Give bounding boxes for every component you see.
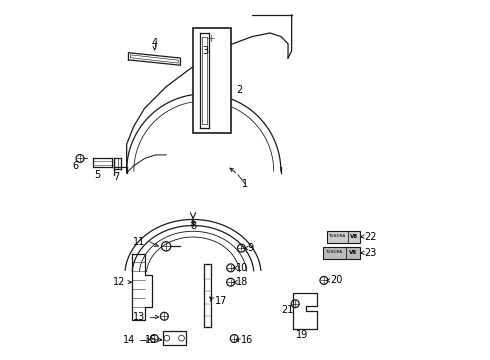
Text: 23: 23 <box>364 248 376 258</box>
Text: TUNDRA: TUNDRA <box>325 250 342 254</box>
Text: 10: 10 <box>236 263 248 273</box>
Text: 7: 7 <box>113 172 119 182</box>
Text: 22: 22 <box>364 232 376 242</box>
Text: 13: 13 <box>133 312 146 322</box>
Text: 18: 18 <box>236 277 248 287</box>
Text: TUNDRA: TUNDRA <box>328 234 346 238</box>
Text: 12: 12 <box>113 277 125 287</box>
Text: V8: V8 <box>349 250 357 255</box>
Text: 3: 3 <box>202 46 209 56</box>
Text: 11: 11 <box>133 237 146 247</box>
Text: 4: 4 <box>151 38 158 48</box>
Text: 21: 21 <box>281 305 294 315</box>
Bar <box>323 247 360 259</box>
Bar <box>327 230 360 243</box>
Bar <box>193 28 231 134</box>
Text: 2: 2 <box>236 85 243 95</box>
Text: 16: 16 <box>241 334 253 345</box>
Bar <box>163 331 186 345</box>
Text: 9: 9 <box>248 243 254 253</box>
Text: V8: V8 <box>350 234 358 239</box>
Text: 19: 19 <box>296 330 309 340</box>
Text: 17: 17 <box>215 296 227 306</box>
Text: 1: 1 <box>242 179 248 189</box>
Text: 5: 5 <box>94 170 100 180</box>
Text: 14: 14 <box>123 334 136 345</box>
Text: 8: 8 <box>190 221 196 231</box>
Text: 6: 6 <box>73 161 79 171</box>
Text: 15: 15 <box>145 334 157 345</box>
Text: 20: 20 <box>330 275 343 285</box>
